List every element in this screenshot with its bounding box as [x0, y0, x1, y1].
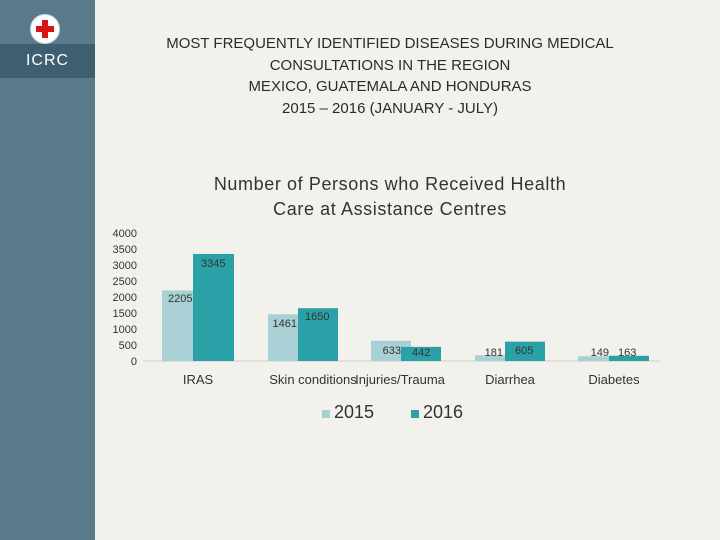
- y-tick-label: 3500: [113, 244, 137, 256]
- chart-title-line: Care at Assistance Centres: [273, 199, 507, 219]
- data-label: 633: [383, 345, 401, 357]
- title-line: CONSULTATIONS IN THE REGION: [269, 56, 511, 74]
- red-cross-icon: [30, 14, 60, 44]
- x-category-label: Skin conditions: [269, 372, 357, 387]
- bar-2016: [401, 346, 441, 361]
- bar-2016: [193, 253, 234, 361]
- bar-2016: [298, 308, 338, 361]
- data-label: 605: [515, 345, 533, 357]
- x-category-label: Injuries/Trauma: [355, 372, 446, 387]
- legend-swatch: [411, 409, 419, 418]
- y-tick-label: 2000: [113, 292, 137, 304]
- legend-item-2016: 2016: [411, 402, 463, 423]
- y-tick-label: 1500: [113, 308, 137, 320]
- bar-2016: [505, 341, 545, 361]
- chart-title: Number of Persons who Received Health Ca…: [140, 172, 640, 222]
- bar-2016: [609, 355, 649, 361]
- y-tick-label: 3000: [113, 260, 137, 272]
- data-label: 149: [591, 347, 609, 359]
- legend-swatch: [322, 409, 330, 418]
- legend-label: 2015: [334, 402, 375, 422]
- org-label: ICRC: [0, 44, 95, 78]
- x-category-label: Diabetes: [588, 372, 640, 387]
- title-line: MOST FREQUENTLY IDENTIFIED DISEASES DURI…: [166, 35, 614, 52]
- bar-2015: [475, 355, 515, 361]
- y-tick-label: 0: [131, 356, 137, 368]
- data-label: 181: [485, 347, 503, 359]
- y-tick-label: 4000: [113, 228, 137, 240]
- y-tick-label: 500: [119, 340, 137, 352]
- page-title: MOST FREQUENTLY IDENTIFIED DISEASES DURI…: [115, 33, 665, 119]
- data-label: 163: [618, 347, 636, 359]
- x-category-label: Diarrhea: [485, 372, 536, 387]
- bar-2015: [578, 356, 618, 361]
- legend-label: 2016: [423, 402, 464, 422]
- title-line: 2015 – 2016 (JANUARY - JULY): [282, 99, 498, 117]
- sidebar: ICRC: [0, 0, 95, 540]
- y-tick-label: 2500: [113, 276, 137, 288]
- data-label: 442: [412, 347, 430, 359]
- legend-item-2015: 2015: [322, 402, 374, 423]
- y-tick-label: 1000: [113, 324, 137, 336]
- data-label: 3345: [201, 258, 225, 270]
- chart-title-line: Number of Persons who Received Health: [213, 174, 567, 194]
- x-category-label: IRAS: [183, 372, 214, 387]
- chart-legend: 2015 2016: [0, 402, 720, 432]
- title-line: MEXICO, GUATEMALA AND HONDURAS: [248, 78, 532, 95]
- data-label: 1650: [305, 311, 329, 323]
- data-label: 2205: [168, 293, 192, 305]
- data-label: 1461: [273, 318, 297, 330]
